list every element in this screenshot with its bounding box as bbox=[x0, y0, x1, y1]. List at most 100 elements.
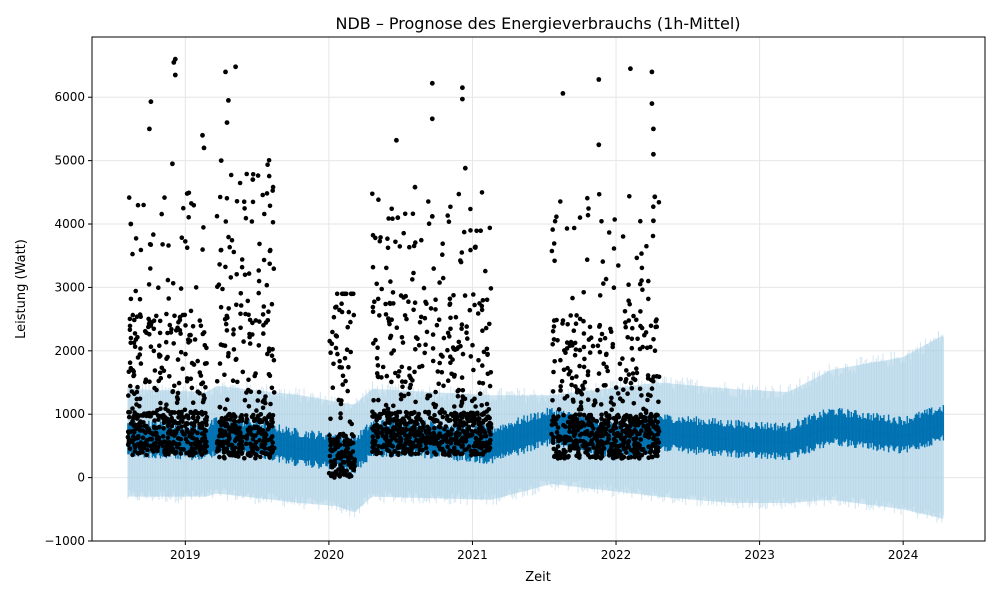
observed-point bbox=[476, 358, 481, 363]
observed-point bbox=[581, 344, 587, 350]
observed-point bbox=[250, 199, 256, 205]
observed-point bbox=[189, 446, 195, 451]
observed-point bbox=[393, 239, 398, 245]
observed-point bbox=[172, 56, 178, 62]
observed-point bbox=[148, 443, 154, 449]
observed-point bbox=[217, 262, 222, 267]
observed-point bbox=[422, 439, 428, 444]
observed-point bbox=[229, 414, 235, 420]
observed-point bbox=[260, 192, 266, 198]
observed-point bbox=[243, 215, 249, 221]
observed-point bbox=[422, 315, 428, 321]
observed-point bbox=[448, 360, 453, 366]
observed-point bbox=[432, 412, 437, 418]
observed-point bbox=[452, 404, 457, 409]
observed-point bbox=[130, 406, 135, 411]
observed-point bbox=[577, 316, 583, 322]
observed-point bbox=[265, 162, 270, 167]
observed-point bbox=[165, 330, 170, 336]
observed-point bbox=[184, 191, 190, 196]
observed-point bbox=[626, 282, 631, 288]
observed-point bbox=[245, 427, 251, 432]
observed-point bbox=[404, 316, 409, 322]
observed-point bbox=[423, 342, 428, 348]
observed-point bbox=[646, 444, 651, 450]
observed-point bbox=[256, 268, 262, 273]
observed-point bbox=[238, 311, 243, 317]
observed-point bbox=[384, 434, 389, 439]
observed-point bbox=[418, 314, 424, 320]
observed-point bbox=[190, 427, 195, 433]
observed-point bbox=[639, 393, 644, 398]
observed-point bbox=[349, 421, 355, 427]
observed-point bbox=[374, 451, 379, 457]
observed-point bbox=[334, 304, 339, 310]
observed-point bbox=[609, 395, 614, 401]
observed-point bbox=[156, 417, 161, 422]
observed-point bbox=[249, 445, 255, 450]
observed-point bbox=[372, 299, 377, 305]
observed-point bbox=[344, 291, 349, 297]
observed-point bbox=[256, 389, 262, 395]
observed-point bbox=[190, 400, 196, 406]
observed-point bbox=[461, 229, 467, 235]
observed-point bbox=[623, 377, 629, 382]
observed-point bbox=[197, 370, 203, 375]
observed-point bbox=[443, 424, 449, 429]
observed-point bbox=[480, 381, 486, 386]
observed-point bbox=[253, 318, 259, 323]
observed-point bbox=[558, 199, 563, 204]
observed-point bbox=[429, 214, 435, 219]
observed-point bbox=[597, 324, 602, 329]
observed-point bbox=[448, 411, 454, 417]
observed-point bbox=[445, 378, 451, 384]
observed-point bbox=[159, 211, 164, 217]
observed-point bbox=[623, 429, 628, 435]
observed-point bbox=[399, 364, 405, 370]
observed-point bbox=[637, 445, 642, 451]
observed-point bbox=[459, 399, 465, 404]
observed-point bbox=[130, 418, 135, 424]
observed-point bbox=[635, 336, 640, 342]
observed-point bbox=[572, 340, 578, 346]
observed-point bbox=[649, 386, 655, 391]
observed-point bbox=[462, 165, 468, 171]
observed-point bbox=[653, 444, 659, 450]
observed-point bbox=[554, 417, 559, 422]
observed-point bbox=[242, 206, 247, 211]
observed-point bbox=[565, 322, 570, 327]
observed-point bbox=[214, 379, 220, 384]
observed-point bbox=[603, 411, 609, 416]
observed-point bbox=[401, 430, 407, 435]
observed-point bbox=[568, 422, 573, 428]
observed-point bbox=[601, 281, 606, 286]
observed-point bbox=[138, 247, 144, 253]
observed-point bbox=[231, 332, 236, 337]
observed-point bbox=[433, 389, 438, 395]
observed-point bbox=[218, 304, 224, 310]
observed-point bbox=[436, 433, 441, 438]
observed-point bbox=[167, 420, 172, 425]
observed-point bbox=[413, 430, 418, 436]
observed-point bbox=[348, 465, 354, 470]
observed-point bbox=[138, 361, 144, 366]
observed-point bbox=[558, 388, 563, 393]
observed-point bbox=[445, 347, 450, 353]
observed-point bbox=[214, 213, 220, 219]
observed-point bbox=[430, 332, 436, 337]
observed-point bbox=[179, 235, 185, 240]
observed-point bbox=[487, 424, 492, 429]
observed-point bbox=[420, 433, 425, 438]
observed-point bbox=[385, 406, 391, 412]
observed-point bbox=[417, 447, 423, 453]
observed-point bbox=[433, 441, 439, 446]
observed-point bbox=[370, 232, 376, 238]
observed-point bbox=[138, 445, 143, 451]
observed-point bbox=[552, 454, 557, 460]
observed-point bbox=[384, 373, 390, 379]
observed-point bbox=[223, 69, 228, 75]
observed-point bbox=[480, 328, 485, 334]
observed-point bbox=[479, 445, 484, 451]
observed-point bbox=[234, 356, 239, 362]
